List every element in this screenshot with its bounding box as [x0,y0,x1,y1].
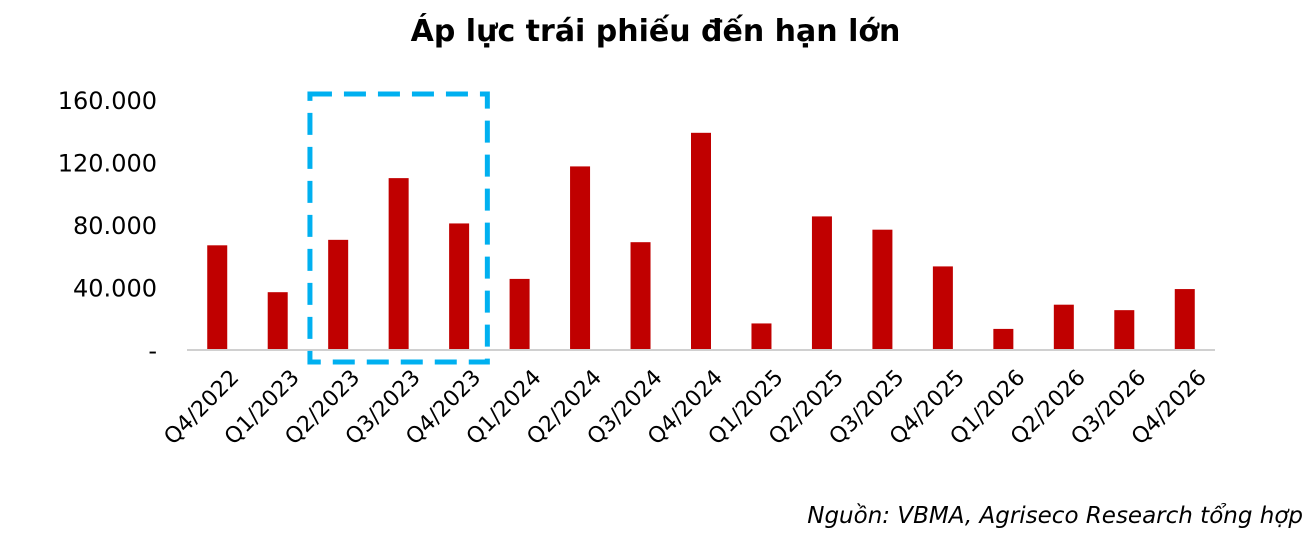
highlight-box [307,91,490,365]
bar [993,328,1014,350]
bar [1114,310,1135,350]
bars-group [207,132,1195,350]
bar [1053,304,1074,350]
source-note: Nguồn: VBMA, Agriseco Research tổng hợp [807,503,1303,529]
chart-title: Áp lực trái phiếu đến hạn lớn [410,14,901,49]
bar [509,278,530,350]
bar [811,216,832,350]
bar [207,245,228,350]
bar [691,132,711,350]
bar [630,242,651,350]
y-tick-label: 160.000 [58,87,157,115]
y-tick-label: 120.000 [58,150,157,178]
y-tick-label: 40.000 [73,275,157,303]
bar [872,229,893,350]
bar [328,239,349,350]
y-tick-label: 80.000 [73,212,157,240]
bar [1174,289,1195,350]
bar [449,223,470,350]
bar [267,292,288,350]
bar [388,178,409,350]
bar [570,166,591,350]
y-axis-ticks: - 40.000 80.000 120.000 160.000 [58,87,157,365]
bar [932,266,953,350]
x-axis-tick-labels: Q4/2022Q1/2023Q2/2023Q3/2023Q4/2023Q1/20… [160,365,1212,450]
y-tick-label: - [148,337,157,365]
bar [751,323,772,350]
